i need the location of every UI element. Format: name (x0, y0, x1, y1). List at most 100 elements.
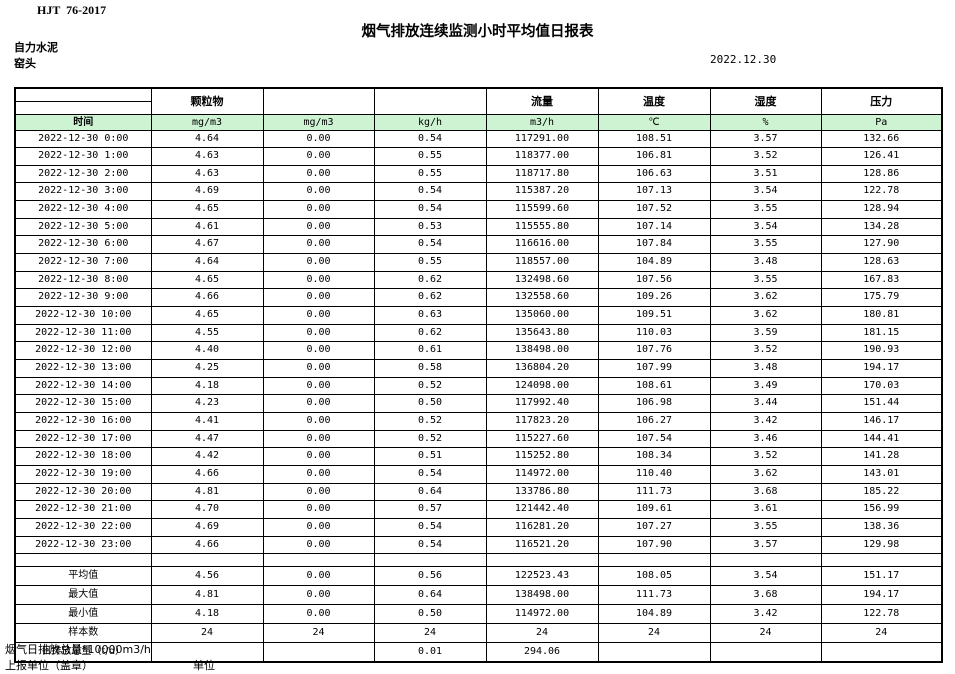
value-cell: 181.15 (820, 323, 943, 343)
value-cell: 138498.00 (485, 341, 599, 361)
value-cell: 110.40 (597, 464, 711, 484)
value-cell: 0.55 (373, 253, 487, 272)
value-cell: 0.62 (373, 270, 487, 290)
value-cell: 0.55 (373, 164, 487, 184)
value-cell: 4.40 (150, 341, 264, 361)
value-cell: 0.00 (262, 394, 375, 413)
value-cell: 3.48 (709, 359, 822, 378)
blank-row (14, 553, 943, 568)
summary-value-cell: 24 (262, 622, 375, 643)
value-cell: 107.84 (597, 235, 711, 255)
table-row: 2022-12-30 0:00 4.64 0.00 0.54 117291.00 108.… (14, 129, 943, 149)
value-cell: 4.61 (150, 217, 264, 237)
value-cell: 4.67 (150, 235, 264, 255)
summary-value-cell: 0.56 (373, 566, 487, 587)
value-cell: 0.00 (262, 500, 375, 519)
table-row: 2022-12-30 15:00 4.23 0.00 0.50 117992.40 106… (14, 394, 943, 413)
value-cell: 0.00 (262, 129, 375, 149)
value-cell: 194.17 (820, 359, 943, 378)
summary-value-cell: 122.78 (820, 604, 943, 624)
value-cell: 106.98 (597, 394, 711, 413)
value-cell: 107.56 (597, 270, 711, 290)
summary-label-cell: 日排放总量（t/d） (14, 641, 152, 663)
value-cell: 108.61 (597, 376, 711, 396)
value-cell: 111.73 (597, 482, 711, 502)
value-cell: 128.86 (820, 164, 943, 184)
unit-header-cell: % (709, 113, 822, 131)
group-header-cell: 湿度 (709, 87, 822, 115)
value-cell: 0.62 (373, 323, 487, 343)
value-cell: 118557.00 (485, 253, 599, 272)
group-header-cell: 流量 (485, 87, 599, 115)
summary-value-cell: 0.00 (262, 585, 375, 606)
blank-cell (14, 553, 152, 568)
value-cell: 107.14 (597, 217, 711, 237)
value-cell: 190.93 (820, 341, 943, 361)
value-cell: 0.52 (373, 429, 487, 449)
summary-value-cell (262, 641, 375, 663)
value-cell: 0.00 (262, 235, 375, 255)
value-cell: 107.54 (597, 429, 711, 449)
corner-cell-top (14, 87, 152, 102)
unit-header-cell: m3/h (485, 113, 599, 131)
summary-value-cell: 24 (373, 622, 487, 643)
value-cell: 135060.00 (485, 306, 599, 325)
summary-value-cell: 0.00 (262, 566, 375, 587)
value-cell: 4.63 (150, 164, 264, 184)
value-cell: 115227.60 (485, 429, 599, 449)
summary-value-cell: 4.18 (150, 604, 264, 624)
value-cell: 0.54 (373, 129, 487, 149)
summary-value-cell: 138498.00 (485, 585, 599, 606)
value-cell: 4.64 (150, 253, 264, 272)
value-cell: 116521.20 (485, 535, 599, 555)
value-cell: 115387.20 (485, 182, 599, 202)
summary-value-cell: 294.06 (485, 641, 599, 663)
value-cell: 0.58 (373, 359, 487, 378)
value-cell: 128.94 (820, 200, 943, 219)
blank-cell (820, 553, 943, 568)
time-cell: 2022-12-30 5:00 (14, 217, 152, 237)
value-cell: 0.00 (262, 447, 375, 466)
value-cell: 106.27 (597, 412, 711, 431)
summary-value-cell: 122523.43 (485, 566, 599, 587)
unit-header-cell: mg/m3 (262, 113, 375, 131)
summary-value-cell: 0.64 (373, 585, 487, 606)
value-cell: 156.99 (820, 500, 943, 519)
value-cell: 126.41 (820, 147, 943, 166)
value-cell: 117291.00 (485, 129, 599, 149)
company-name: 自力水泥 (14, 41, 58, 54)
time-cell: 2022-12-30 1:00 (14, 147, 152, 166)
value-cell: 107.27 (597, 517, 711, 537)
value-cell: 4.69 (150, 517, 264, 537)
time-cell: 2022-12-30 8:00 (14, 270, 152, 290)
report-date: 2022.12.30 (710, 53, 777, 66)
summary-row: 最大值 4.81 0.00 0.64 138498.00 111.73 3.68 194.17 (14, 585, 943, 606)
value-cell: 3.62 (709, 288, 822, 308)
value-cell: 0.54 (373, 182, 487, 202)
value-cell: 167.83 (820, 270, 943, 290)
table-row: 2022-12-30 22:00 4.69 0.00 0.54 116281.20 107… (14, 517, 943, 537)
value-cell: 0.55 (373, 147, 487, 166)
value-cell: 4.69 (150, 182, 264, 202)
time-cell: 2022-12-30 9:00 (14, 288, 152, 308)
value-cell: 3.55 (709, 517, 822, 537)
table-row: 2022-12-30 1:00 4.63 0.00 0.55 118377.00 106.… (14, 147, 943, 166)
value-cell: 4.42 (150, 447, 264, 466)
value-cell: 106.81 (597, 147, 711, 166)
value-cell: 4.25 (150, 359, 264, 378)
blank-cell (485, 553, 599, 568)
value-cell: 115599.60 (485, 200, 599, 219)
value-cell: 4.65 (150, 306, 264, 325)
value-cell: 118717.80 (485, 164, 599, 184)
group-header-cell: 颗粒物 (150, 87, 264, 115)
value-cell: 107.13 (597, 182, 711, 202)
value-cell: 104.89 (597, 253, 711, 272)
value-cell: 129.98 (820, 535, 943, 555)
summary-value-cell: 24 (597, 622, 711, 643)
value-cell: 0.00 (262, 376, 375, 396)
value-cell: 3.52 (709, 447, 822, 466)
value-cell: 117823.20 (485, 412, 599, 431)
table-row: 2022-12-30 14:00 4.18 0.00 0.52 124098.00 108… (14, 376, 943, 396)
value-cell: 116281.20 (485, 517, 599, 537)
value-cell: 107.76 (597, 341, 711, 361)
